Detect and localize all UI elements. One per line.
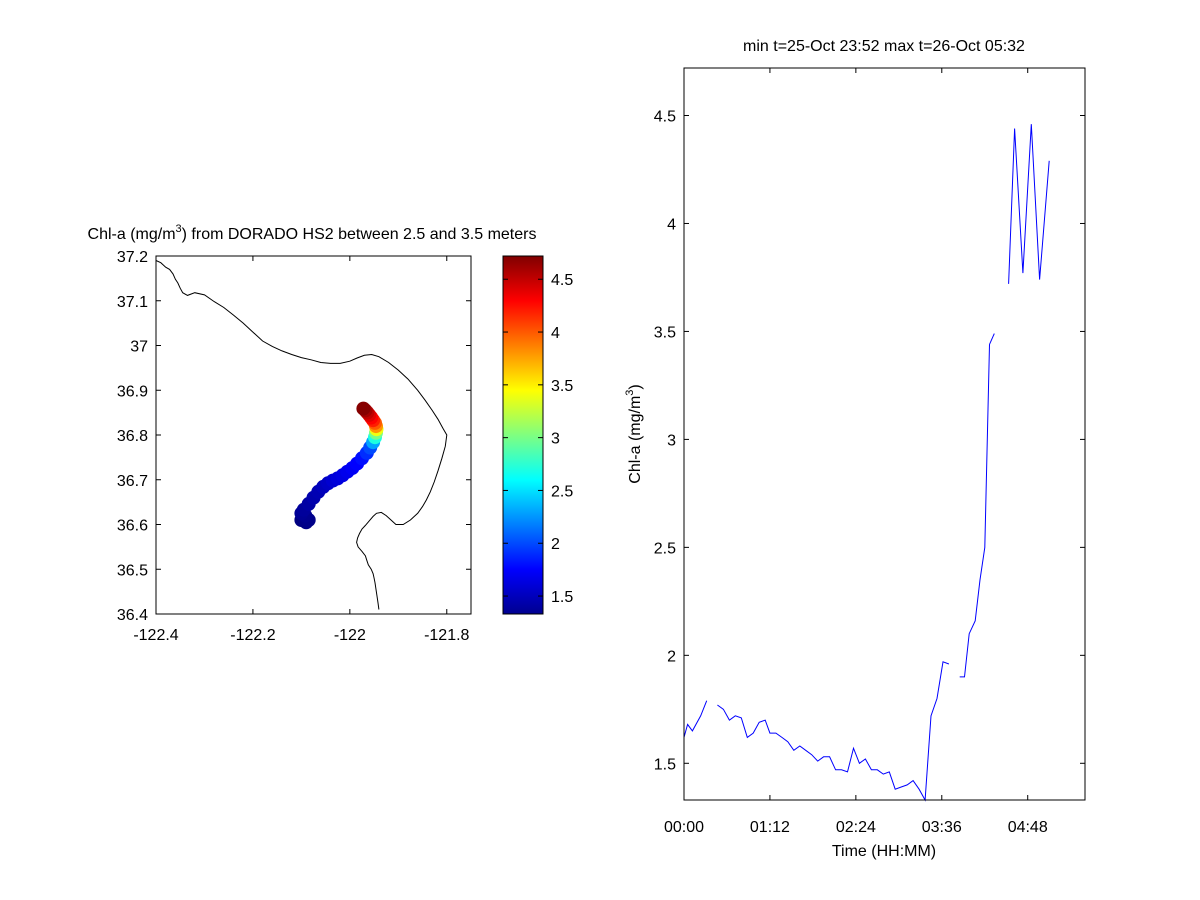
timeseries-ylabel: Chl-a (mg/m3) xyxy=(624,384,644,483)
timeseries-x-tick-label: 01:12 xyxy=(750,819,790,836)
track-point xyxy=(356,401,371,416)
map-x-tick-label: -122.4 xyxy=(133,627,178,644)
map-y-tick-label: 37 xyxy=(130,339,148,356)
colorbar-tick-label: 4 xyxy=(551,325,560,342)
timeseries-lines xyxy=(683,124,1050,802)
colorbar-tick-label: 2.5 xyxy=(551,483,573,500)
timeseries-x-axis: 00:00 01:12 02:24 03:36 04:48 xyxy=(664,68,1048,836)
map-y-tick-label: 36.6 xyxy=(117,518,148,535)
colorbar-gradient xyxy=(503,256,543,614)
timeseries-x-tick-label: 02:24 xyxy=(836,819,876,836)
timeseries-title: min t=25-Oct 23:52 max t=26-Oct 05:32 xyxy=(743,38,1025,55)
timeseries-xlabel: Time (HH:MM) xyxy=(832,843,936,860)
timeseries-y-axis: 1.5 2 2.5 3 3.5 4 4.5 xyxy=(654,109,1085,773)
map-x-axis: -122.4 -122.2 -122 -121.8 xyxy=(133,256,470,644)
timeseries-x-tick-label: 04:48 xyxy=(1008,819,1048,836)
timeseries-y-tick-label: 2 xyxy=(667,648,676,665)
timeseries-y-tick-label: 4.5 xyxy=(654,109,676,126)
timeseries-panel: min t=25-Oct 23:52 max t=26-Oct 05:32 00… xyxy=(624,38,1086,860)
map-coastline xyxy=(155,260,448,610)
chl-series-line xyxy=(1008,124,1050,284)
chl-series-line xyxy=(959,344,990,678)
map-x-tick-label: -122.2 xyxy=(230,627,275,644)
timeseries-x-tick-label: 03:36 xyxy=(922,819,962,836)
timeseries-axes-box xyxy=(683,67,1086,801)
map-y-tick-label: 36.7 xyxy=(117,473,148,490)
timeseries-x-tick-label: 00:00 xyxy=(664,819,704,836)
colorbar-box xyxy=(502,255,544,615)
colorbar-ticks: 1.5 2 2.5 3 3.5 4 4.5 xyxy=(503,272,573,606)
timeseries-y-tick-label: 2.5 xyxy=(654,540,676,557)
timeseries-y-tick-label: 4 xyxy=(667,216,676,233)
colorbar-tick-label: 1.5 xyxy=(551,589,573,606)
colorbar-tick-label: 4.5 xyxy=(551,272,573,289)
colorbar-tick-label: 2 xyxy=(551,536,560,553)
timeseries-y-tick-label: 1.5 xyxy=(654,756,676,773)
chl-series-line xyxy=(989,333,995,345)
timeseries-y-tick-label: 3.5 xyxy=(654,324,676,341)
colorbar-tick-label: 3 xyxy=(551,431,560,448)
map-y-tick-label: 36.5 xyxy=(117,562,148,579)
map-title: Chl-a (mg/m3) from DORADO HS2 between 2.… xyxy=(88,223,537,243)
map-y-axis: 36.4 36.5 36.6 36.7 36.8 36.9 37 37.1 37.2 xyxy=(117,249,471,624)
map-track xyxy=(294,401,384,530)
colorbar-tick-label: 3.5 xyxy=(551,378,573,395)
map-y-tick-label: 36.9 xyxy=(117,383,148,400)
map-y-tick-label: 36.4 xyxy=(117,607,148,624)
map-y-tick-label: 37.2 xyxy=(117,249,148,266)
chl-series-line xyxy=(717,661,950,802)
colorbar: 1.5 2 2.5 3 3.5 4 4.5 xyxy=(502,255,573,615)
map-y-tick-label: 37.1 xyxy=(117,294,148,311)
map-y-tick-label: 36.8 xyxy=(117,428,148,445)
chl-series-line xyxy=(683,700,708,738)
map-x-tick-label: -121.8 xyxy=(424,627,469,644)
map-panel: Chl-a (mg/m3) from DORADO HS2 between 2.… xyxy=(88,223,537,644)
timeseries-y-tick-label: 3 xyxy=(667,432,676,449)
map-x-tick-label: -122 xyxy=(334,627,366,644)
